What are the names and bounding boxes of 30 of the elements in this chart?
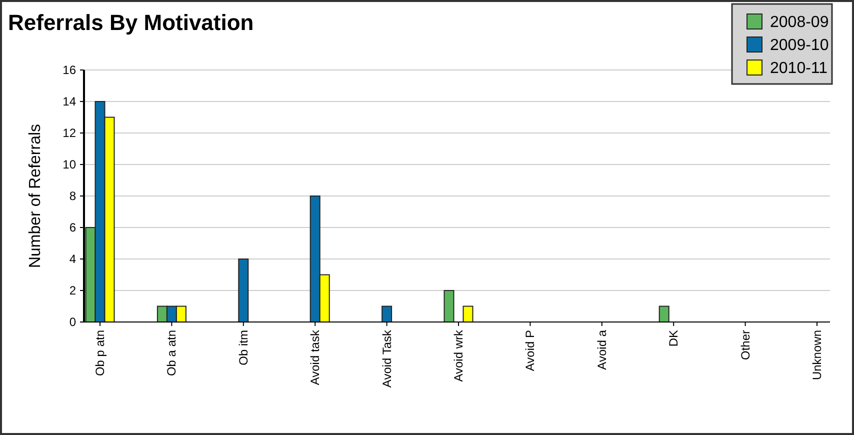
legend-label: 2009-10 [770, 37, 829, 54]
y-tick-label: 4 [69, 252, 76, 266]
bar [238, 258, 249, 322]
x-tick-label: DK [666, 330, 681, 347]
bar [658, 306, 670, 322]
y-axis-title: Number of Referrals [27, 124, 44, 268]
y-tick-label: 6 [69, 220, 76, 235]
y-tick-label: 8 [69, 189, 76, 204]
x-tick-label: Avoid P [523, 330, 538, 372]
x-tick-label: Avoid Task [380, 329, 394, 388]
x-tick-label: Other [738, 330, 752, 360]
x-tick-label: Ob itm [236, 330, 250, 366]
y-tick-label: 10 [62, 158, 76, 172]
x-tick-label: Ob a atn [164, 330, 179, 376]
chart-title: Referrals By Motivation [8, 10, 254, 35]
y-tick-label: 16 [62, 63, 76, 78]
y-tick-label: 2 [69, 284, 76, 298]
x-tick-label: Ob p atn [93, 330, 107, 376]
bar [444, 290, 454, 322]
x-tick-label: Avoid a [594, 330, 609, 370]
x-tick-label: Unknown [810, 330, 824, 380]
legend-label: 2008-09 [770, 14, 829, 31]
y-tick-label: 0 [69, 315, 76, 330]
bar [462, 306, 474, 322]
y-tick-label: 12 [62, 126, 76, 140]
y-tick-label: 14 [62, 94, 76, 109]
x-tick-label: Avoid wrk [452, 329, 466, 382]
bar [382, 306, 392, 322]
x-tick-label: Avoid task [308, 329, 322, 386]
legend-label: 2010-11 [770, 60, 828, 77]
